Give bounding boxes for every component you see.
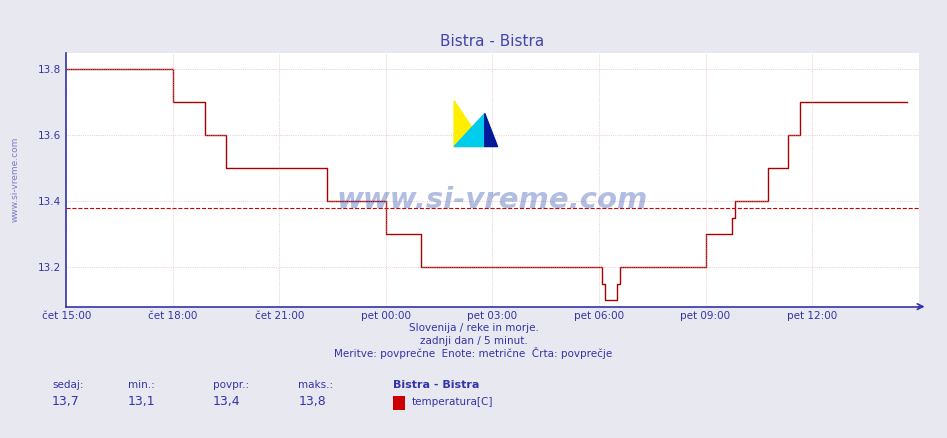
Text: Meritve: povprečne  Enote: metrične  Črta: povprečje: Meritve: povprečne Enote: metrične Črta:… [334, 347, 613, 359]
Text: www.si-vreme.com: www.si-vreme.com [337, 186, 648, 214]
Polygon shape [454, 101, 485, 147]
Polygon shape [485, 113, 497, 147]
Text: www.si-vreme.com: www.si-vreme.com [10, 137, 20, 222]
Text: 13,7: 13,7 [52, 395, 80, 408]
Title: Bistra - Bistra: Bistra - Bistra [440, 34, 545, 49]
Text: 13,4: 13,4 [213, 395, 241, 408]
Text: temperatura[C]: temperatura[C] [412, 397, 493, 407]
Text: min.:: min.: [128, 380, 154, 390]
Text: maks.:: maks.: [298, 380, 333, 390]
Text: Bistra - Bistra: Bistra - Bistra [393, 380, 479, 390]
Text: zadnji dan / 5 minut.: zadnji dan / 5 minut. [420, 336, 527, 346]
Polygon shape [454, 113, 485, 147]
Text: 13,1: 13,1 [128, 395, 155, 408]
Text: 13,8: 13,8 [298, 395, 326, 408]
Text: sedaj:: sedaj: [52, 380, 83, 390]
Text: Slovenija / reke in morje.: Slovenija / reke in morje. [408, 323, 539, 333]
Text: povpr.:: povpr.: [213, 380, 249, 390]
